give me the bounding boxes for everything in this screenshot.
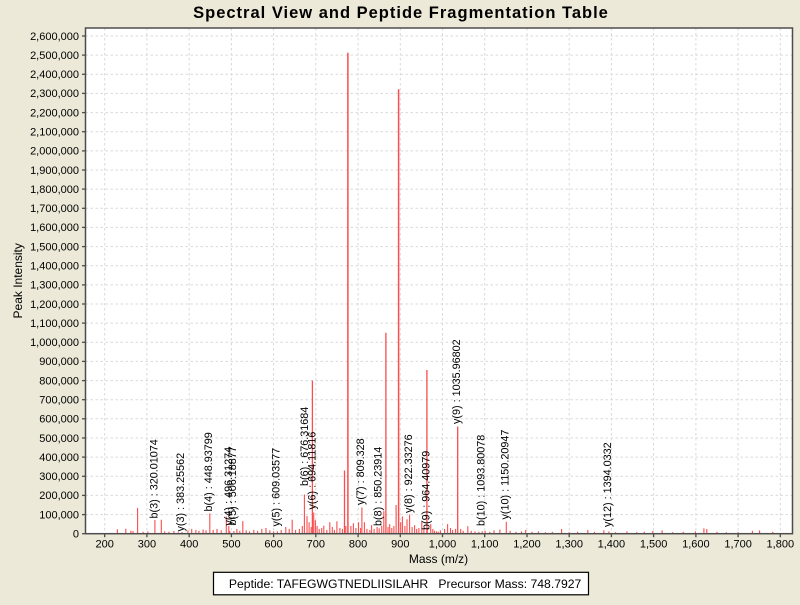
svg-text:400,000: 400,000 — [39, 452, 79, 464]
svg-text:600: 600 — [264, 539, 282, 551]
svg-text:b(6) : 676.31684: b(6) : 676.31684 — [299, 407, 311, 486]
svg-text:100,000: 100,000 — [39, 509, 79, 521]
svg-text:1,500: 1,500 — [640, 539, 668, 551]
svg-text:300,000: 300,000 — [39, 471, 79, 483]
svg-text:1,600: 1,600 — [682, 539, 710, 551]
svg-text:400: 400 — [180, 539, 198, 551]
svg-text:Peak Intensity: Peak Intensity — [11, 243, 25, 318]
svg-text:y(3) : 383.25562: y(3) : 383.25562 — [175, 453, 187, 532]
svg-text:y(7) : 809.328: y(7) : 809.328 — [355, 438, 367, 505]
svg-text:2,100,000: 2,100,000 — [30, 127, 79, 139]
svg-text:2,600,000: 2,600,000 — [30, 31, 79, 43]
svg-text:b(10) : 1093.80078: b(10) : 1093.80078 — [475, 435, 487, 526]
svg-text:800: 800 — [349, 539, 367, 551]
svg-text:500: 500 — [222, 539, 240, 551]
svg-text:1,000,000: 1,000,000 — [30, 337, 79, 349]
svg-text:b(8) : 850.23914: b(8) : 850.23914 — [372, 447, 384, 526]
svg-text:1,400: 1,400 — [598, 539, 626, 551]
svg-text:y(9) : 1035.96802: y(9) : 1035.96802 — [451, 339, 463, 424]
svg-text:y(5) : 609.03577: y(5) : 609.03577 — [271, 448, 283, 527]
svg-text:200,000: 200,000 — [39, 490, 79, 502]
svg-text:600,000: 600,000 — [39, 414, 79, 426]
svg-text:y(8) : 922.33276: y(8) : 922.33276 — [403, 434, 415, 513]
svg-text:2,400,000: 2,400,000 — [30, 69, 79, 81]
svg-text:0: 0 — [73, 529, 79, 541]
svg-text:1,100: 1,100 — [471, 539, 499, 551]
svg-text:Spectral View and Peptide Frag: Spectral View and Peptide Fragmentation … — [193, 4, 609, 22]
svg-text:y(4) : 496.31274: y(4) : 496.31274 — [223, 447, 235, 526]
svg-text:700,000: 700,000 — [39, 395, 79, 407]
svg-text:1,500,000: 1,500,000 — [30, 241, 79, 253]
svg-text:b(4) : 448.93799: b(4) : 448.93799 — [203, 432, 215, 511]
svg-text:1,300: 1,300 — [555, 539, 583, 551]
svg-text:1,400,000: 1,400,000 — [30, 261, 79, 273]
svg-text:1,800: 1,800 — [767, 539, 795, 551]
svg-text:1,700,000: 1,700,000 — [30, 203, 79, 215]
svg-text:2,000,000: 2,000,000 — [30, 146, 79, 158]
svg-text:1,200: 1,200 — [513, 539, 541, 551]
svg-text:y(6) : 694.11816: y(6) : 694.11816 — [307, 432, 319, 510]
svg-text:Mass (m/z): Mass (m/z) — [409, 552, 468, 566]
svg-text:800,000: 800,000 — [39, 375, 79, 387]
svg-text:b(5) : 506.18877: b(5) : 506.18877 — [227, 446, 239, 525]
svg-text:1,200,000: 1,200,000 — [30, 299, 79, 311]
svg-text:2,300,000: 2,300,000 — [30, 88, 79, 100]
svg-text:900,000: 900,000 — [39, 356, 79, 368]
svg-text:1,700: 1,700 — [724, 539, 752, 551]
svg-text:y(10) : 1150.20947: y(10) : 1150.20947 — [500, 430, 512, 520]
svg-text:500,000: 500,000 — [39, 433, 79, 445]
svg-text:900: 900 — [391, 539, 409, 551]
svg-text:200: 200 — [96, 539, 114, 551]
svg-text:b(9) : 964.40979: b(9) : 964.40979 — [421, 451, 433, 530]
svg-text:2,200,000: 2,200,000 — [30, 107, 79, 119]
svg-text:1,900,000: 1,900,000 — [30, 165, 79, 177]
svg-text:1,300,000: 1,300,000 — [30, 280, 79, 292]
svg-text:Peptide: TAFEGWGTNEDLIISILAHR: Peptide: TAFEGWGTNEDLIISILAHR Precursor … — [229, 577, 582, 591]
svg-text:1,000: 1,000 — [429, 539, 457, 551]
svg-text:b(3) : 320.01074: b(3) : 320.01074 — [149, 439, 161, 518]
svg-text:y(12) : 1394.0332: y(12) : 1394.0332 — [602, 442, 614, 527]
svg-text:2,500,000: 2,500,000 — [30, 50, 79, 62]
svg-text:300: 300 — [138, 539, 156, 551]
svg-text:1,800,000: 1,800,000 — [30, 184, 79, 196]
svg-text:1,600,000: 1,600,000 — [30, 222, 79, 234]
svg-text:1,100,000: 1,100,000 — [30, 318, 79, 330]
svg-text:700: 700 — [307, 539, 325, 551]
